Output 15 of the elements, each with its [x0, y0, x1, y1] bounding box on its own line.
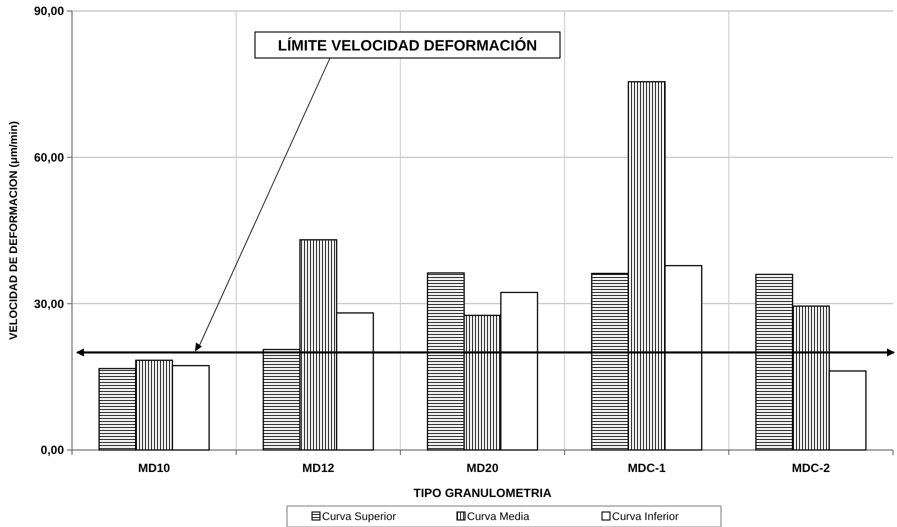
x-tick-label: MD20	[466, 461, 499, 475]
x-tick-label: MD12	[302, 461, 335, 475]
y-tick-label: 30,00	[34, 296, 64, 311]
x-tick-label: MDC-1	[628, 461, 666, 475]
x-tick-label: MDC-2	[792, 461, 830, 475]
legend-label: Curva Inferior	[612, 510, 679, 523]
y-tick-label: 0,00	[40, 443, 64, 458]
x-tick-label: MD10	[138, 461, 170, 475]
x-axis-title: TIPO GRANULOMETRIA	[414, 486, 552, 500]
y-axis-title: VELOCIDAD DE DEFORMACION (μm/min)	[8, 120, 20, 340]
y-tick-label: 60,00	[34, 150, 64, 165]
legend-label: Curva Superior	[322, 510, 396, 523]
legend-label: Curva Media	[467, 510, 530, 523]
y-tick-label: 90,00	[34, 4, 64, 18]
ref-line-label: LÍMITE VELOCIDAD DEFORMACIÓN	[278, 36, 538, 54]
